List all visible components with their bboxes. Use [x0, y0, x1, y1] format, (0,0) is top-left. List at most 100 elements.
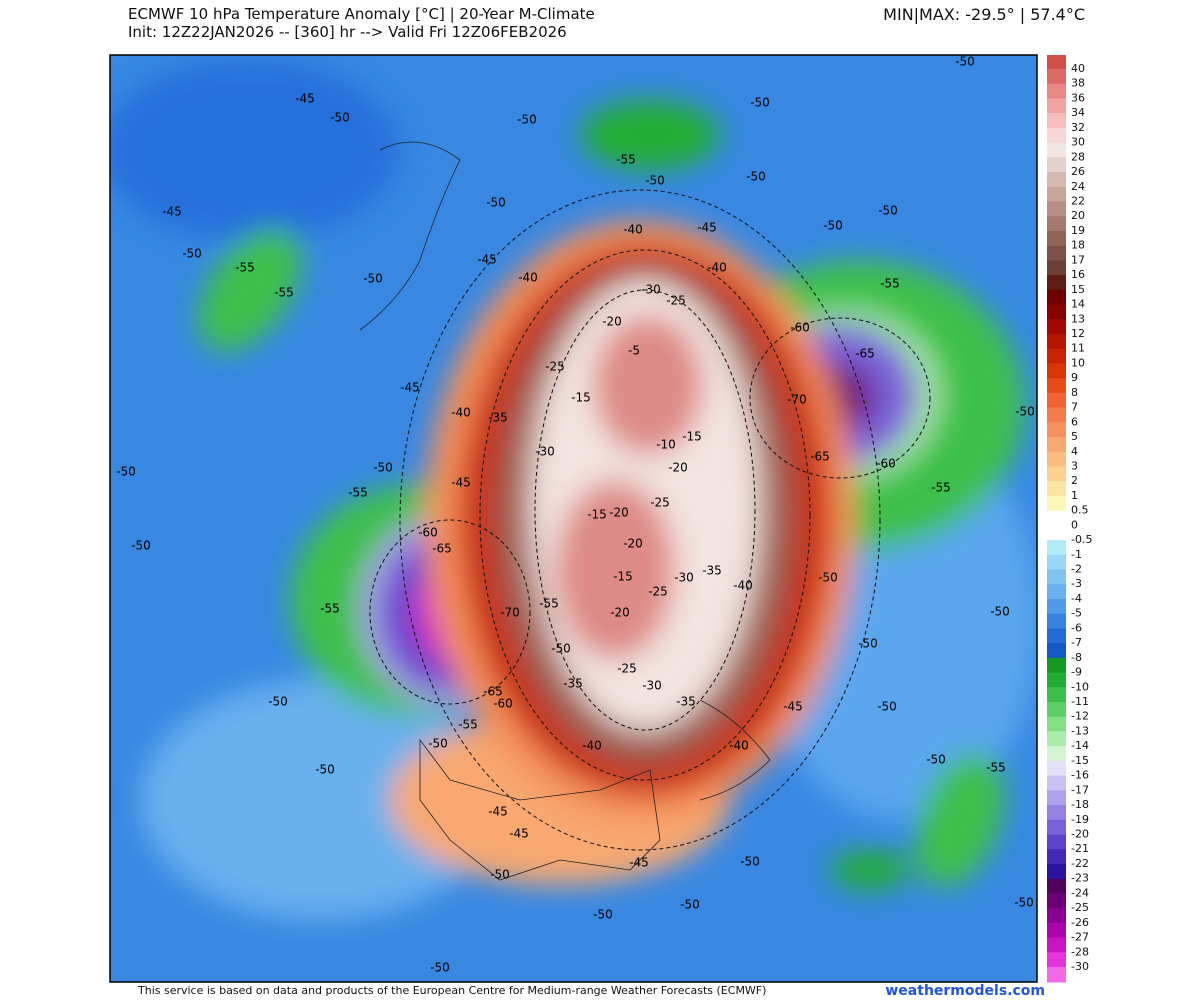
map-frame — [109, 54, 1038, 983]
colorbar-label: 12 — [1071, 327, 1085, 340]
contour-label: -55 — [616, 153, 636, 167]
contour-label: -45 — [488, 805, 508, 819]
contour-label: -50 — [182, 247, 202, 261]
contour-label: -55 — [539, 597, 559, 611]
colorbar-swatch — [1047, 333, 1066, 350]
colorbar-label: -23 — [1071, 872, 1089, 885]
colorbar-label: 24 — [1071, 180, 1085, 193]
contour-label: -45 — [629, 856, 649, 870]
colorbar-label: -4 — [1071, 592, 1082, 605]
colorbar-label: 38 — [1071, 77, 1085, 90]
contour-label: -60 — [790, 321, 810, 335]
colorbar-swatch — [1047, 245, 1066, 261]
colorbar-label: 18 — [1071, 239, 1085, 252]
colorbar-label: -20 — [1071, 828, 1089, 841]
contour-label: -20 — [610, 606, 630, 620]
colorbar-swatch — [1047, 186, 1066, 202]
contour-label: -55 — [235, 261, 255, 275]
contour-label: -40 — [707, 261, 727, 275]
colorbar-label: -3 — [1071, 577, 1082, 590]
contour-label: -55 — [320, 602, 340, 616]
contour-label: -50 — [1015, 405, 1035, 419]
contour-label: -40 — [733, 579, 753, 593]
contour-label: -20 — [609, 506, 629, 520]
contour-label: -55 — [274, 286, 294, 300]
contour-label: -50 — [878, 204, 898, 218]
field: -45 -50 -45 -50 -55 -55 -50 -45 -40 -35 -50 -50 -55 -… — [110, 55, 1037, 982]
contour-label: -30 — [642, 679, 662, 693]
contours — [369, 189, 931, 851]
contour-label: -50 — [268, 695, 288, 709]
colorbar-swatch — [1047, 878, 1066, 894]
contour-label: -15 — [571, 391, 591, 405]
contour-label: -30 — [674, 571, 694, 585]
colorbar-label: -1 — [1071, 548, 1082, 561]
contour-label: -50 — [877, 700, 897, 714]
colorbar-swatch — [1047, 481, 1066, 497]
contour-label: -50 — [486, 196, 506, 210]
contour-label: -50 — [1014, 896, 1034, 910]
contour-label: -45 — [295, 92, 315, 106]
colorbar-label: 36 — [1071, 91, 1085, 104]
contour-label: -70 — [500, 606, 520, 620]
contour-label: -50 — [680, 898, 700, 912]
colorbar-swatch — [1047, 275, 1066, 291]
colorbar-label: -30 — [1071, 960, 1089, 973]
colorbar-label: -14 — [1071, 739, 1089, 752]
colorbar-swatch — [1047, 922, 1066, 939]
contour-label: -35 — [488, 411, 508, 425]
contour-label: -50 — [430, 961, 450, 975]
colorbar-swatch — [1047, 363, 1066, 379]
colorbar-label: -16 — [1071, 769, 1089, 782]
colorbar-swatch — [1047, 849, 1066, 865]
colorbar-label: -2 — [1071, 563, 1082, 576]
colorbar-swatch — [1047, 83, 1066, 99]
colorbar-swatch — [1047, 554, 1066, 571]
colorbar-label: -12 — [1071, 710, 1089, 723]
colorbar-label: 17 — [1071, 253, 1085, 266]
colorbar-swatch — [1047, 908, 1066, 924]
contour-label: -65 — [810, 450, 830, 464]
colorbar-label: -13 — [1071, 724, 1089, 737]
colorbar-label: 28 — [1071, 150, 1085, 163]
contour-label: -50 — [926, 753, 946, 767]
contour-label: -50 — [490, 868, 510, 882]
contour-label: -40 — [623, 223, 643, 237]
colorbar-label: 10 — [1071, 356, 1085, 369]
contour-label: -50 — [517, 113, 537, 127]
colorbar-swatch — [1047, 775, 1066, 791]
contour-label: -50 — [750, 96, 770, 110]
colorbar-label: 3 — [1071, 459, 1078, 472]
colorbar-swatch — [1047, 613, 1066, 629]
contour-label: -25 — [545, 360, 565, 374]
contour-label: -25 — [650, 496, 670, 510]
colorbar-label: -15 — [1071, 754, 1089, 767]
contour-label: -55 — [986, 761, 1006, 775]
colorbar-swatch — [1047, 952, 1066, 968]
colorbar-swatch — [1047, 304, 1066, 320]
subtitle: Init: 12Z22JAN2026 -- [360] hr --> Valid… — [128, 23, 567, 41]
contour-label: -55 — [348, 486, 368, 500]
colorbar-swatch — [1047, 569, 1066, 585]
colorbar-swatch — [1047, 451, 1066, 467]
contour-label: -5 — [628, 344, 640, 358]
colorbar-swatch — [1047, 893, 1066, 909]
colorbar-label: 22 — [1071, 194, 1085, 207]
colorbar-label: -10 — [1071, 680, 1089, 693]
colorbar-swatch — [1047, 172, 1066, 188]
colorbar-swatch — [1047, 525, 1066, 541]
colorbar-swatch — [1047, 702, 1066, 718]
contour-label: -30 — [641, 283, 661, 297]
colorbar-label: 14 — [1071, 298, 1085, 311]
colorbar-label: 0 — [1071, 518, 1078, 531]
colorbar-label: 5 — [1071, 430, 1078, 443]
contour-label: -60 — [493, 697, 513, 711]
colorbar-swatch — [1047, 69, 1066, 85]
colorbar-swatch — [1047, 863, 1066, 880]
colorbar: 4038363432302826242220191817161514131211… — [1047, 55, 1092, 983]
colorbar-swatch — [1047, 937, 1066, 953]
colorbar-swatch — [1047, 230, 1066, 247]
colorbar-swatch — [1047, 216, 1066, 232]
contour-label: -55 — [880, 277, 900, 291]
anomaly-fill — [110, 60, 1037, 920]
